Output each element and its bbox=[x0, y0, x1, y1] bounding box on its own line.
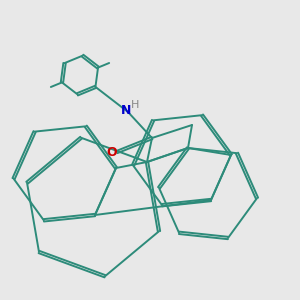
Text: H: H bbox=[131, 100, 140, 110]
Text: N: N bbox=[121, 104, 132, 117]
Text: O: O bbox=[106, 146, 117, 158]
